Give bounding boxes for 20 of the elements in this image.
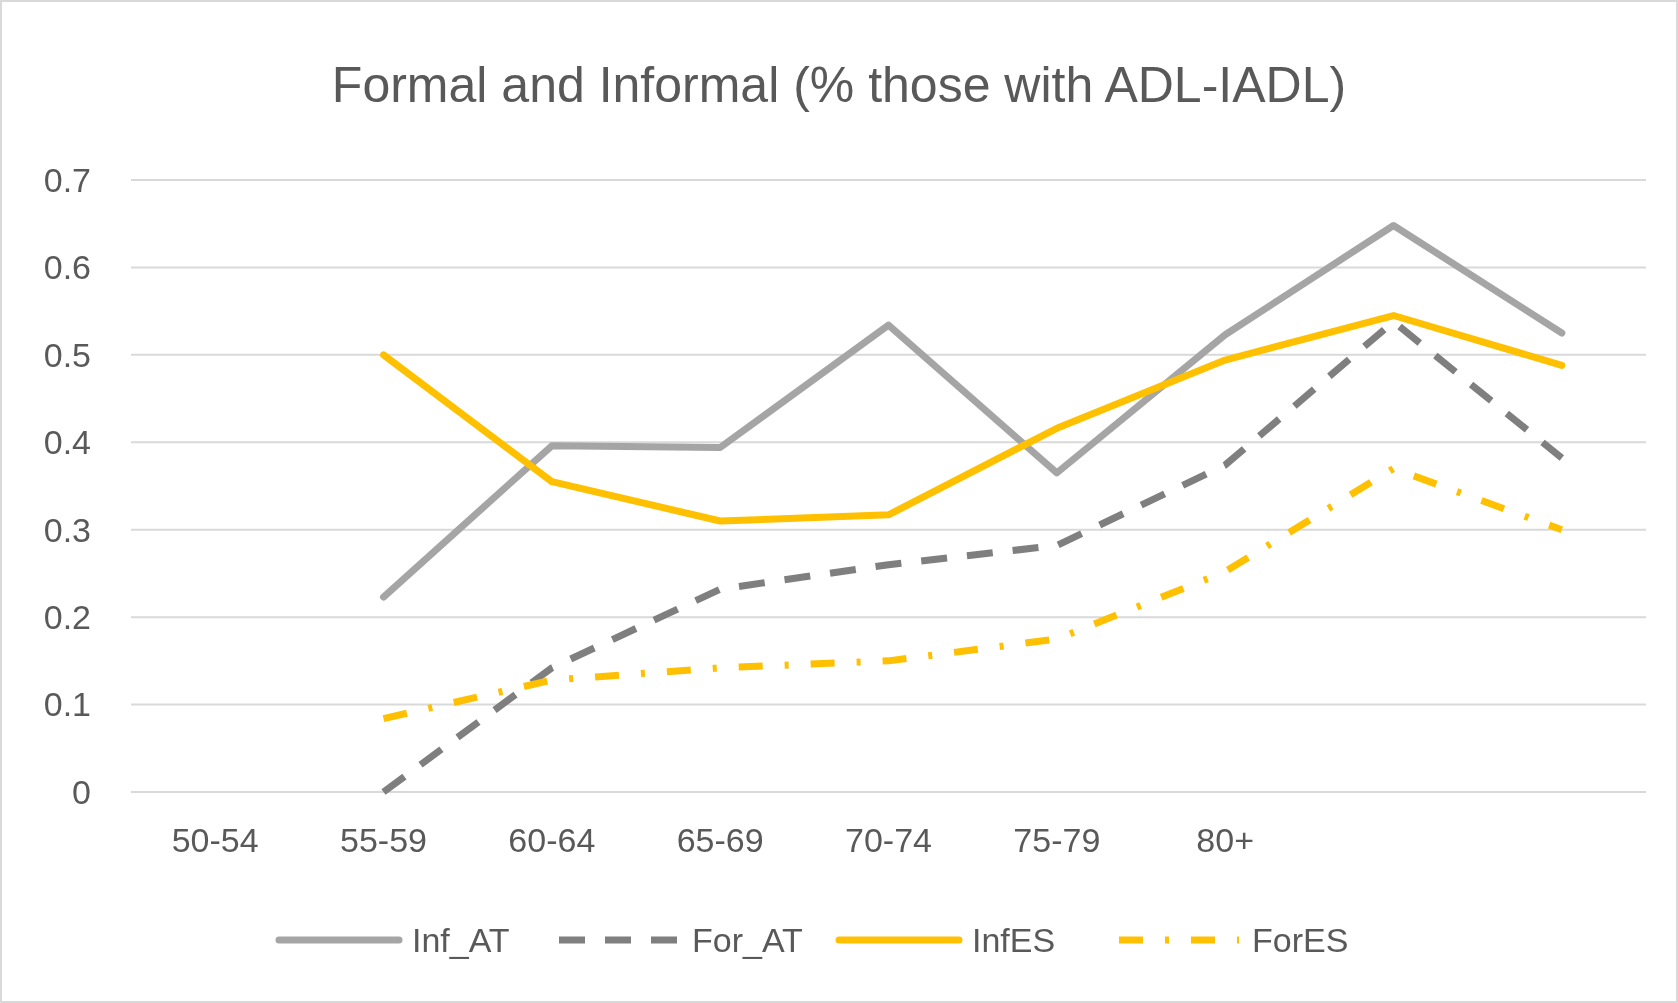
y-tick-label: 0.7	[43, 160, 91, 199]
x-tick-label: 60-64	[508, 821, 596, 859]
x-tick-label: 70-74	[845, 821, 932, 859]
x-tick-label: 65-69	[676, 821, 764, 859]
y-tick-label: 0.3	[43, 510, 91, 549]
legend-label: ForES	[1252, 920, 1349, 959]
legend-label: For_AT	[692, 920, 803, 959]
y-tick-label: 0.5	[43, 335, 91, 374]
x-tick-label: 50-54	[171, 821, 259, 859]
y-tick-label: 0.6	[43, 248, 91, 287]
y-tick-label: 0.4	[43, 423, 91, 462]
chart-title: Formal and Informal (% those with ADL-IADL)	[331, 57, 1347, 113]
y-tick-label: 0	[72, 772, 91, 811]
x-tick-label: 80+	[1196, 821, 1255, 859]
y-tick-label: 0.1	[43, 685, 91, 724]
y-tick-label: 0.2	[43, 598, 91, 637]
x-tick-label: 75-79	[1013, 821, 1101, 859]
x-tick-label: 55-59	[340, 821, 427, 859]
legend-label: Inf_AT	[412, 920, 510, 959]
legend-label: InfES	[972, 920, 1056, 959]
